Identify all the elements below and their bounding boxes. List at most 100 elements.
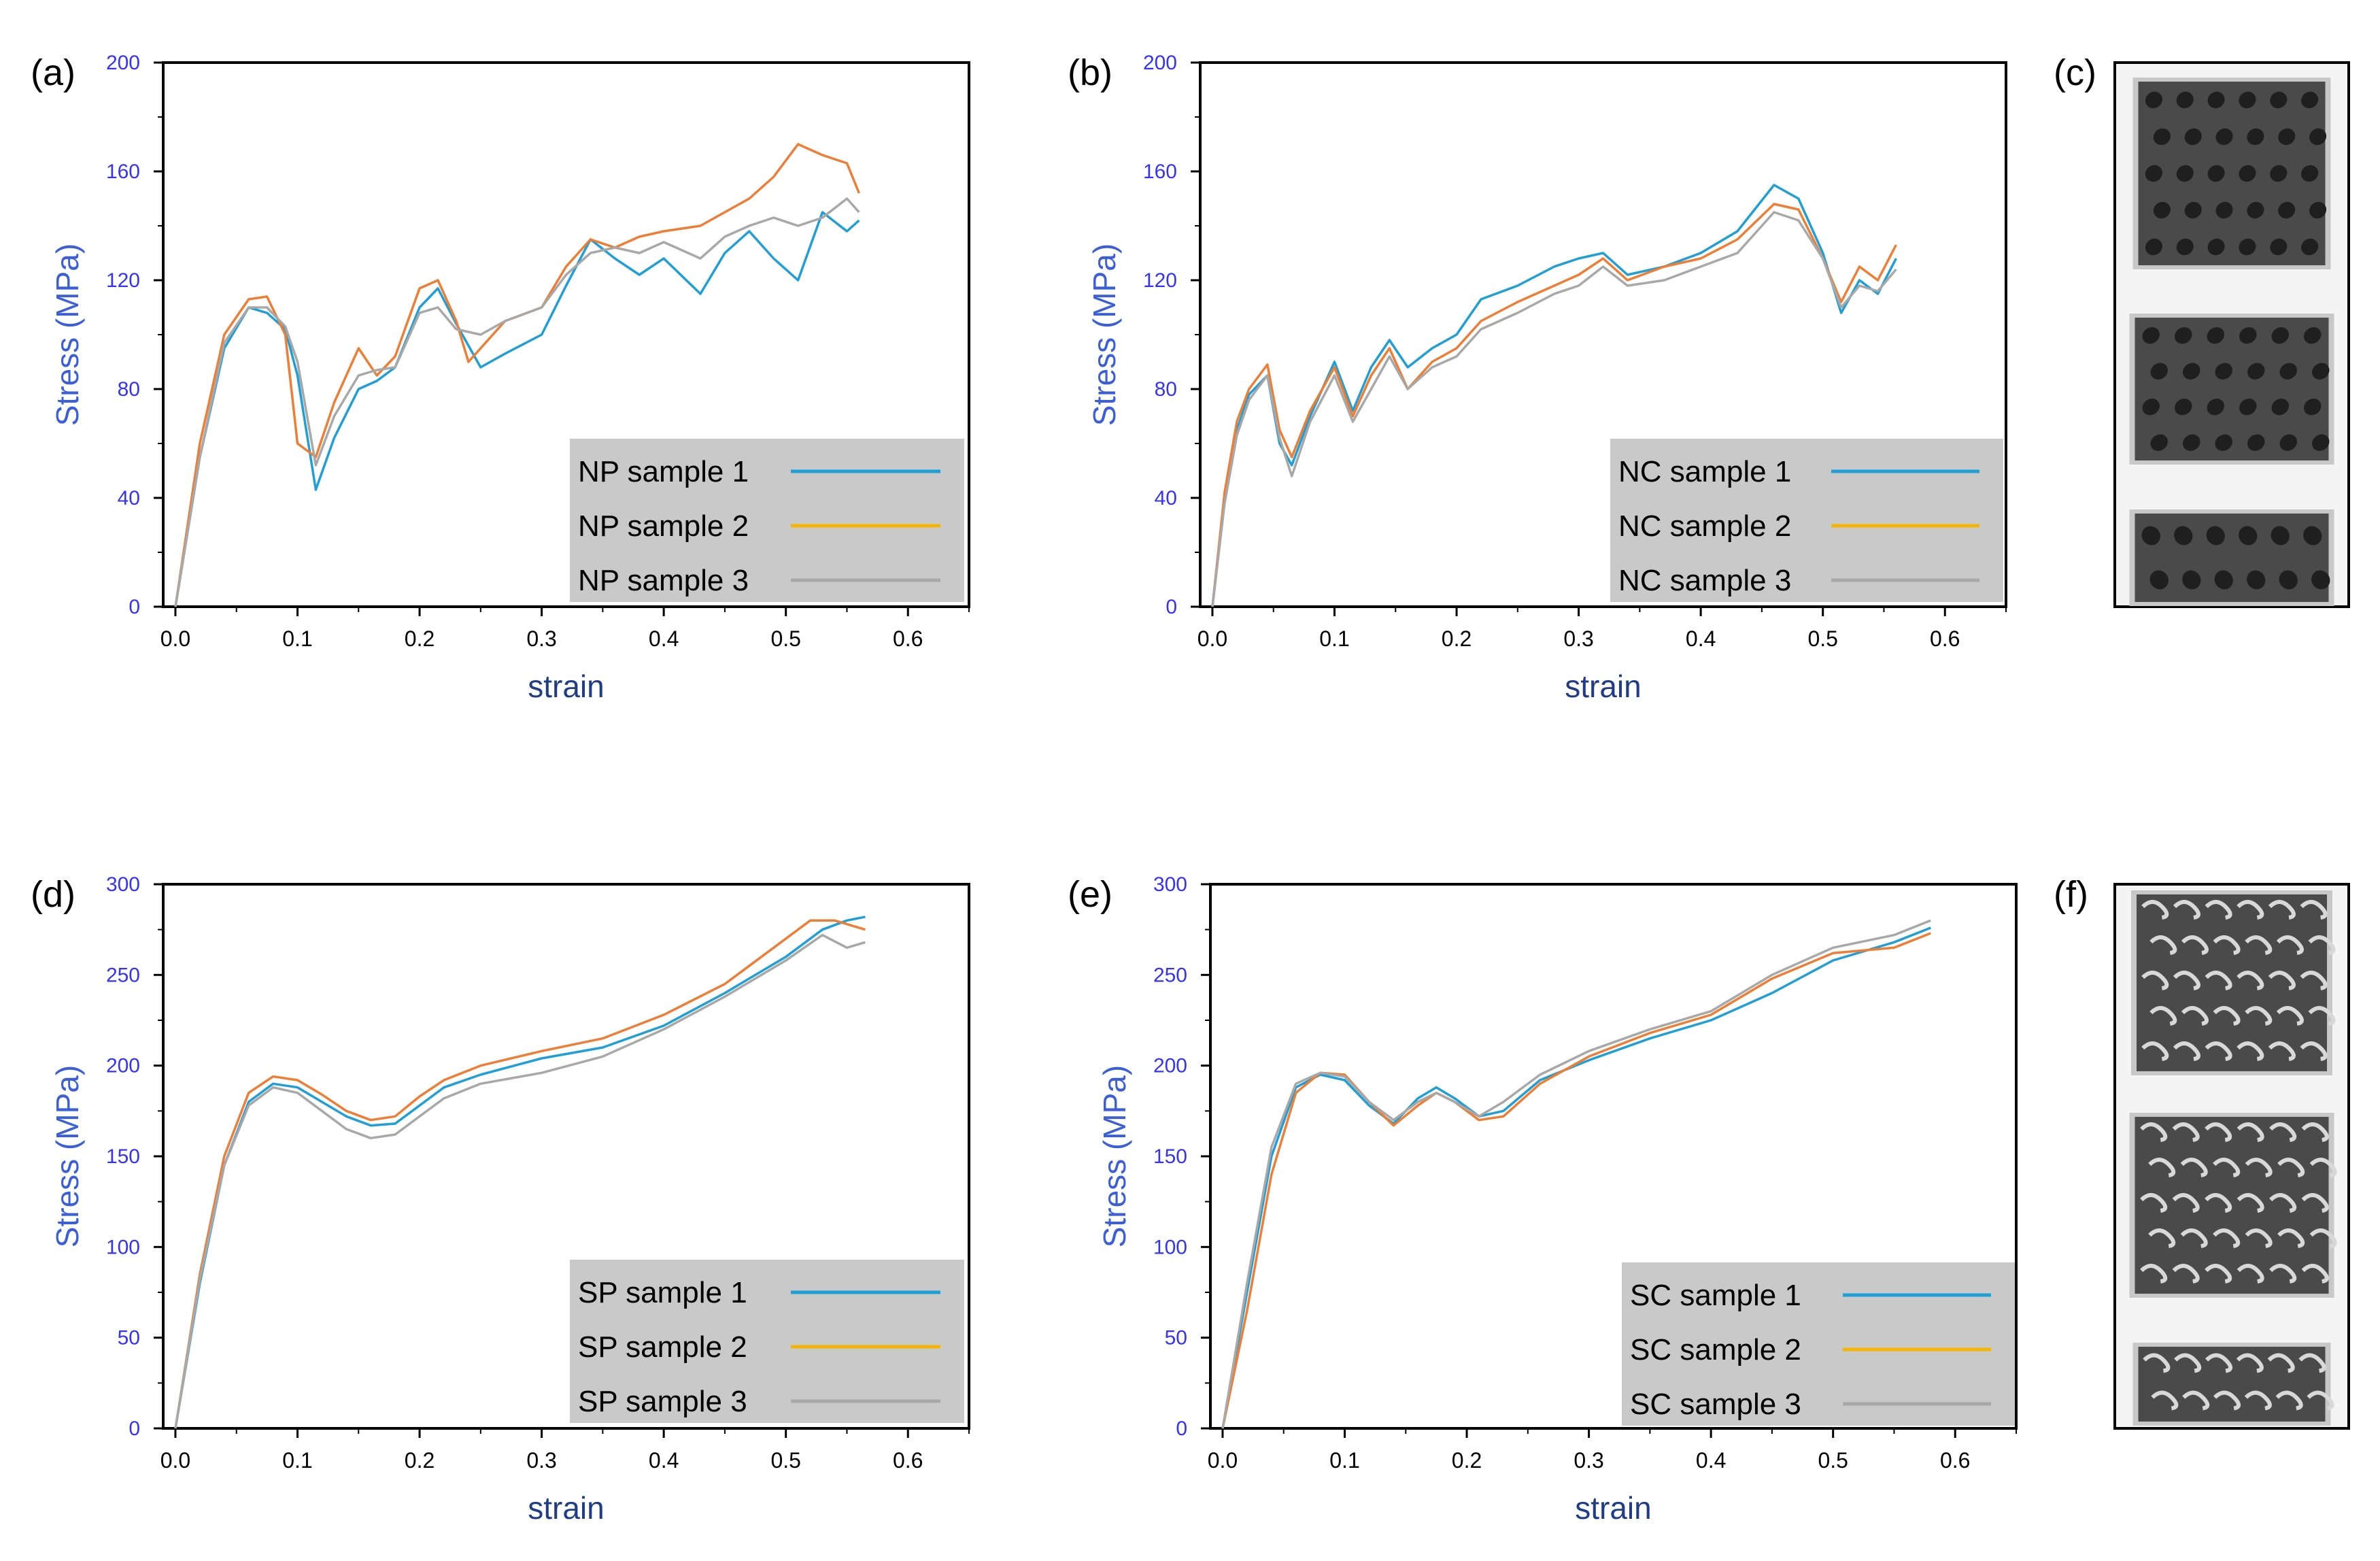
- x-tick-label: 0.1: [282, 626, 312, 651]
- x-tick-label: 0.3: [1574, 1448, 1603, 1473]
- lattice-cell: [2309, 128, 2327, 146]
- panel-label: (b): [1068, 52, 1112, 93]
- gyroid-cell: [2141, 1041, 2169, 1061]
- photo-panel-c: (c): [2054, 52, 2350, 608]
- y-axis-label: Stress (MPa): [50, 244, 85, 426]
- legend-entry-label: SC sample 2: [1630, 1333, 1801, 1366]
- lattice-cell: [2311, 363, 2330, 380]
- lattice-cell: [2239, 91, 2256, 109]
- x-tick-label: 0.1: [1319, 626, 1349, 651]
- lattice-cell: [2153, 128, 2171, 146]
- gyroid-cell: [2268, 1041, 2296, 1061]
- gyroid-cell: [2269, 1264, 2297, 1283]
- gyroid-cell: [2237, 1193, 2264, 1213]
- lattice-cell: [2142, 327, 2160, 344]
- legend-box: [570, 1260, 964, 1423]
- y-tick-label: 250: [1153, 964, 1187, 986]
- lattice-cell: [2303, 327, 2322, 344]
- lattice-cell: [2247, 201, 2264, 219]
- gyroid-cell: [2267, 1353, 2295, 1373]
- gyroid-cell: [2173, 971, 2200, 990]
- legend: SP sample 1 SP sample 2 SP sample 3: [570, 1260, 964, 1423]
- x-tick-label: 0.6: [1930, 626, 1960, 651]
- gyroid-cell: [2205, 900, 2232, 920]
- gyroid-cell: [2141, 971, 2169, 990]
- lattice-cell: [2176, 165, 2194, 182]
- gyroid-cell: [2301, 1193, 2329, 1213]
- gyroid-cell: [2237, 1041, 2264, 1061]
- lattice-cell: [2301, 165, 2319, 182]
- lattice-cell: [2247, 570, 2266, 590]
- lattice-cell: [2174, 399, 2192, 416]
- lattice-cell: [2182, 570, 2201, 590]
- gyroid-cell: [2244, 1390, 2272, 1411]
- x-tick-label: 0.1: [1329, 1448, 1359, 1473]
- gyroid-cell: [2140, 1264, 2168, 1283]
- gyroid-cell: [2245, 1006, 2273, 1026]
- gyroid-cell: [2237, 900, 2264, 920]
- x-axis-label: strain: [1575, 1490, 1651, 1526]
- gyroid-cell: [2237, 971, 2264, 990]
- gyroid-cell: [2237, 1122, 2264, 1142]
- gyroid-cell: [2301, 1264, 2329, 1283]
- gyroid-cell: [2213, 1158, 2241, 1177]
- series-line-3: [1211, 211, 1897, 607]
- lattice-cell: [2184, 201, 2202, 219]
- lattice-cell: [2270, 91, 2288, 109]
- legend: NP sample 1 NP sample 2 NP sample 3: [570, 439, 964, 602]
- y-tick-label: 50: [118, 1327, 140, 1349]
- chart-e: (e) 0.0 0.1 0.2 0.3 0.4 0.5 0.6 0 50 100 150 200 250 3…: [1068, 873, 2018, 1526]
- lattice-cell: [2182, 434, 2200, 451]
- legend-entry-label: SP sample 1: [578, 1276, 747, 1309]
- legend-entry-label: SC sample 1: [1630, 1279, 1801, 1312]
- gyroid-cell: [2140, 1122, 2168, 1142]
- x-tick-label: 0.0: [160, 1448, 190, 1473]
- x-tick-label: 0.2: [405, 626, 435, 651]
- y-tick-label: 50: [1165, 1327, 1187, 1349]
- lattice-cell: [2141, 526, 2160, 545]
- lattice-cell: [2215, 434, 2233, 451]
- lattice-cell: [2279, 363, 2298, 380]
- gyroid-cell: [2172, 1264, 2200, 1283]
- x-tick-label: 0.4: [649, 1448, 679, 1473]
- lattice-cell: [2182, 363, 2200, 380]
- lattice-cell: [2215, 201, 2233, 219]
- series-line-1: [174, 916, 866, 1429]
- gyroid-cell: [2245, 1158, 2273, 1177]
- panel-label: (e): [1068, 874, 1112, 915]
- lattice-cell: [2311, 434, 2330, 451]
- gyroid-cell: [2300, 971, 2328, 990]
- gyroid-cell: [2268, 971, 2296, 990]
- x-tick-label: 0.4: [1696, 1448, 1726, 1473]
- y-axis-label: Stress (MPa): [50, 1065, 85, 1247]
- legend-box: [1622, 1262, 2015, 1426]
- gyroid-cell: [2181, 1006, 2209, 1026]
- gyroid-cell: [2213, 1006, 2241, 1026]
- gyroid-cell: [2276, 935, 2304, 955]
- gyroid-cell: [2245, 935, 2273, 955]
- x-tick-label: 0.1: [282, 1448, 312, 1473]
- lattice-cell: [2278, 128, 2296, 146]
- lattice-cell: [2150, 363, 2169, 380]
- lattice-cell: [2271, 327, 2290, 344]
- y-tick-label: 150: [1153, 1145, 1187, 1168]
- legend-entry-label: NP sample 3: [578, 564, 749, 597]
- gyroid-cell: [2181, 935, 2209, 955]
- y-tick-label: 80: [1155, 378, 1177, 401]
- x-axis-label: strain: [528, 1490, 604, 1526]
- lattice-cell: [2239, 238, 2256, 256]
- lattice-cell: [2207, 399, 2225, 416]
- specimen-photo: [2138, 82, 2326, 265]
- legend: SC sample 1 SC sample 2 SC sample 3: [1622, 1262, 2015, 1426]
- lattice-cell: [2301, 238, 2319, 256]
- y-tick-label: 120: [1143, 269, 1177, 292]
- lattice-cell: [2184, 128, 2202, 146]
- specimen-photo: [2135, 318, 2329, 460]
- gyroid-cell: [2149, 935, 2177, 955]
- lattice-cell: [2239, 165, 2256, 182]
- y-tick-label: 200: [106, 1055, 140, 1077]
- lattice-cell: [2270, 238, 2288, 256]
- gyroid-cell: [2205, 1264, 2232, 1283]
- y-tick-label: 40: [1155, 487, 1177, 509]
- gyroid-cell: [2237, 1264, 2264, 1283]
